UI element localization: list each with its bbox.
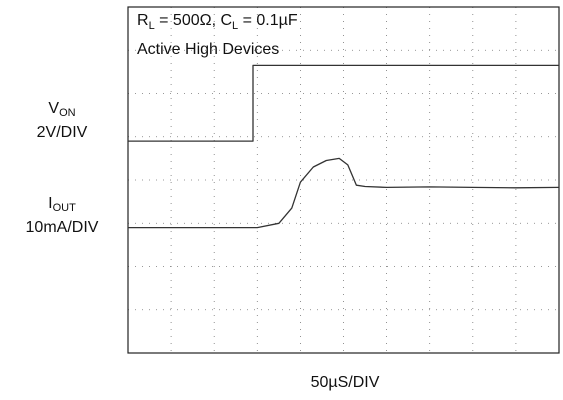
von-name: V [48, 100, 60, 117]
traces [128, 64, 560, 229]
annotation-line1: RL = 500Ω, CL = 0.1µF [137, 12, 298, 32]
plot-frame [127, 6, 560, 354]
annotation-line2: Active High Devices [137, 41, 279, 58]
channel-label-iout: IOUT 10mA/DIV [4, 194, 120, 238]
iout-name: I [48, 195, 53, 212]
grid [128, 7, 559, 353]
channel-label-von: VON 2V/DIV [8, 99, 116, 143]
iout-scale: 10mA/DIV [25, 219, 99, 236]
von-name-sub: ON [59, 107, 76, 119]
iout-name-sub: OUT [52, 202, 76, 214]
iout-trace [128, 157, 560, 229]
x-axis-scale: 50µS/DIV [310, 374, 380, 391]
von-scale: 2V/DIV [36, 124, 88, 141]
von-trace [128, 64, 559, 142]
